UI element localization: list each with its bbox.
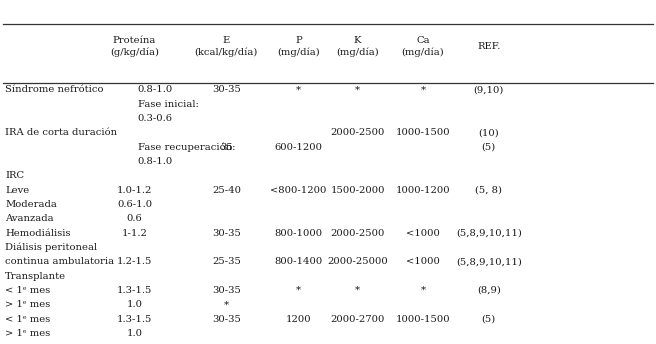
Text: Ca
(mg/día): Ca (mg/día) <box>401 36 445 57</box>
Text: 1000-1500: 1000-1500 <box>396 314 451 324</box>
Text: (5): (5) <box>482 142 496 152</box>
Text: 1.3-1.5: 1.3-1.5 <box>117 286 152 295</box>
Text: 1.3-1.5: 1.3-1.5 <box>117 314 152 324</box>
Text: 30-35: 30-35 <box>212 85 241 94</box>
Text: 2000-25000: 2000-25000 <box>327 257 388 266</box>
Text: (5,8,9,10,11): (5,8,9,10,11) <box>456 257 522 266</box>
Text: IRC: IRC <box>5 171 24 180</box>
Text: 0.3-0.6: 0.3-0.6 <box>138 114 173 123</box>
Text: 2000-2500: 2000-2500 <box>331 228 384 238</box>
Text: 25-35: 25-35 <box>212 257 241 266</box>
Text: 30-35: 30-35 <box>212 314 241 324</box>
Text: 2000-2700: 2000-2700 <box>331 314 384 324</box>
Text: Fase recuperación:: Fase recuperación: <box>138 142 236 152</box>
Text: 800-1000: 800-1000 <box>274 228 323 238</box>
Text: Hemodiálisis: Hemodiálisis <box>5 228 71 238</box>
Text: Transplante: Transplante <box>5 271 66 281</box>
Text: *: * <box>296 85 301 94</box>
Text: 1.2-1.5: 1.2-1.5 <box>117 257 152 266</box>
Text: Avanzada: Avanzada <box>5 214 54 223</box>
Text: E
(kcal/kg/día): E (kcal/kg/día) <box>195 36 258 57</box>
Text: *: * <box>420 286 426 295</box>
Text: REF.: REF. <box>477 42 501 51</box>
Text: Moderada: Moderada <box>5 200 57 209</box>
Text: 0.6-1.0: 0.6-1.0 <box>117 200 152 209</box>
Text: Proteína
(g/kg/día): Proteína (g/kg/día) <box>110 36 159 57</box>
Text: *: * <box>296 286 301 295</box>
Text: < 1ᵉ mes: < 1ᵉ mes <box>5 314 51 324</box>
Text: 0.8-1.0: 0.8-1.0 <box>138 157 173 166</box>
Text: *: * <box>355 85 360 94</box>
Text: 30-35: 30-35 <box>212 228 241 238</box>
Text: K
(mg/día): K (mg/día) <box>336 36 379 57</box>
Text: 2000-2500: 2000-2500 <box>331 128 384 137</box>
Text: <800-1200: <800-1200 <box>270 185 327 195</box>
Text: 600-1200: 600-1200 <box>274 142 323 152</box>
Text: (8,9): (8,9) <box>477 286 501 295</box>
Text: (5, 8): (5, 8) <box>475 185 502 195</box>
Text: (9,10): (9,10) <box>474 85 504 94</box>
Text: > 1ᵉ mes: > 1ᵉ mes <box>5 300 51 309</box>
Text: *: * <box>420 85 426 94</box>
Text: 1.0-1.2: 1.0-1.2 <box>117 185 152 195</box>
Text: > 1ᵉ mes: > 1ᵉ mes <box>5 329 51 338</box>
Text: 1500-2000: 1500-2000 <box>330 185 385 195</box>
Text: 35: 35 <box>220 142 233 152</box>
Text: *: * <box>355 286 360 295</box>
Text: Diálisis peritoneal: Diálisis peritoneal <box>5 243 97 252</box>
Text: 1000-1200: 1000-1200 <box>396 185 451 195</box>
Text: 1-1.2: 1-1.2 <box>121 228 148 238</box>
Text: IRA de corta duración: IRA de corta duración <box>5 128 117 137</box>
Text: 800-1400: 800-1400 <box>274 257 323 266</box>
Text: 0.8-1.0: 0.8-1.0 <box>138 85 173 94</box>
Text: 1200: 1200 <box>285 314 312 324</box>
Text: 1.0: 1.0 <box>127 300 142 309</box>
Text: *: * <box>224 300 229 309</box>
Text: Síndrome nefrótico: Síndrome nefrótico <box>5 85 104 94</box>
Text: Fase inicial:: Fase inicial: <box>138 99 199 109</box>
Text: Leve: Leve <box>5 185 30 195</box>
Text: < 1ᵉ mes: < 1ᵉ mes <box>5 286 51 295</box>
Text: (10): (10) <box>478 128 499 137</box>
Text: 30-35: 30-35 <box>212 286 241 295</box>
Text: <1000: <1000 <box>406 257 440 266</box>
Text: (5,8,9,10,11): (5,8,9,10,11) <box>456 228 522 238</box>
Text: (5): (5) <box>482 314 496 324</box>
Text: 0.6: 0.6 <box>127 214 142 223</box>
Text: 25-40: 25-40 <box>212 185 241 195</box>
Text: <1000: <1000 <box>406 228 440 238</box>
Text: P
(mg/día): P (mg/día) <box>277 36 320 57</box>
Text: 1000-1500: 1000-1500 <box>396 128 451 137</box>
Text: 1.0: 1.0 <box>127 329 142 338</box>
Text: continua ambulatoria: continua ambulatoria <box>5 257 114 266</box>
